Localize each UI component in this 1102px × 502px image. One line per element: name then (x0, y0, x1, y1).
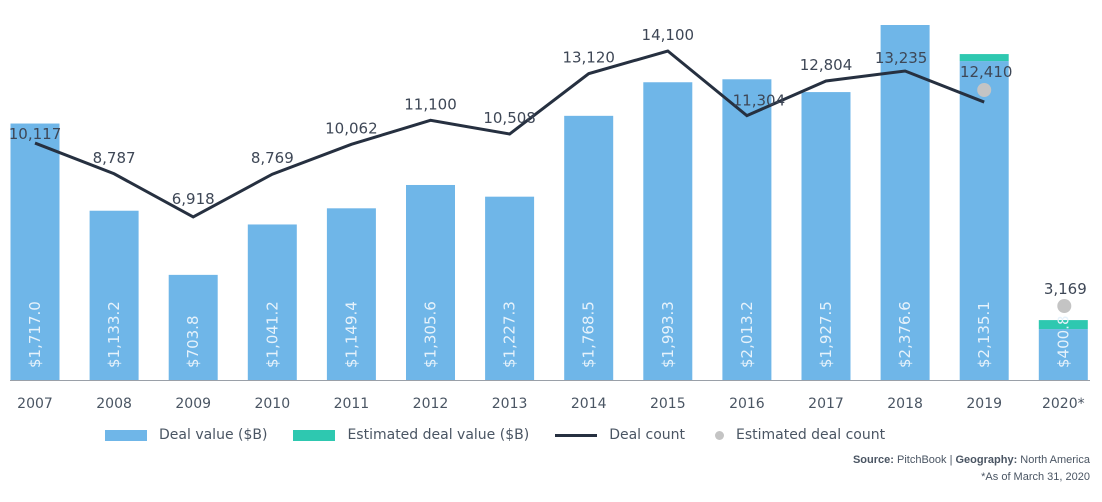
bar-estimated-value (1038, 320, 1088, 330)
estimated-count-label: 12,410 (960, 63, 1013, 81)
x-tick-label: 2020* (1042, 396, 1085, 412)
x-tick-label: 2015 (650, 396, 686, 412)
x-tick-label: 2019 (966, 396, 1002, 412)
deal-count-label: 8,787 (93, 149, 136, 167)
bar-value-label: $1,305.6 (422, 301, 440, 368)
bar-deal-value (485, 196, 535, 380)
bar-value-label: $2,135.1 (975, 301, 993, 368)
bar-value-label: $2,013.2 (738, 301, 756, 368)
bar-deal-value (643, 82, 693, 380)
x-tick-label: 2012 (413, 396, 449, 412)
bar-deal-value (247, 224, 297, 380)
chart: $1,717.0 2007 $1,133.2 2008 $703.8 2009 $1,041… (9, 25, 1090, 412)
bar-deal-value (880, 25, 930, 380)
x-tick-label: 2010 (254, 396, 290, 412)
bar-value-label: $1,993.3 (659, 301, 677, 368)
x-tick-label: 2014 (571, 396, 607, 412)
bar-deal-value (89, 210, 139, 380)
estimated-count-swatch (715, 430, 724, 440)
source-label: Source: (852, 454, 894, 466)
x-tick-label: 2008 (96, 396, 132, 412)
deal-count-label: 13,120 (562, 49, 615, 67)
legend-label: Deal count (609, 427, 685, 443)
legend-label: Estimated deal count (736, 427, 886, 443)
footnote: *As of March 31, 2020 (981, 471, 1090, 483)
deal-count-label: 10,062 (325, 119, 378, 137)
deal-count-label: 8,769 (251, 149, 294, 167)
deal-count-label: 10,117 (9, 125, 62, 143)
bar-deal-value (10, 123, 60, 381)
deal-count-line (34, 49, 985, 219)
deal-count-label: 11,304 (733, 92, 786, 110)
bar-estimated-value (959, 54, 1009, 62)
x-tick-label: 2017 (808, 396, 844, 412)
bar-deal-value (406, 184, 455, 380)
deal-count-label: 13,235 (875, 49, 928, 67)
deal-count-label: 10,508 (483, 109, 536, 127)
legend-item-deal-value: Deal value ($B) (105, 427, 267, 443)
x-tick-label: 2013 (492, 396, 528, 412)
estimated-count-label: 3,169 (1044, 280, 1087, 298)
bar-deal-value (1038, 329, 1088, 380)
geography-value: North America (1020, 454, 1090, 466)
x-tick-label: 2011 (334, 396, 370, 412)
geography-label: Geography: (955, 454, 1018, 466)
bar-value-label: $1,149.4 (342, 301, 360, 368)
source-note: Source: PitchBook | Geography: North Ame… (853, 452, 1090, 486)
bar-value-label: $1,768.5 (580, 301, 598, 368)
source-separator: | (949, 454, 953, 466)
legend-item-deal-count: Deal count (555, 427, 685, 443)
legend-label: Deal value ($B) (159, 427, 268, 443)
estimated-value-swatch (293, 429, 336, 441)
x-tick-label: 2009 (175, 396, 211, 412)
deal-count-label: 12,804 (800, 56, 853, 74)
bar-deal-value (564, 115, 614, 381)
legend-label: Estimated deal value ($B) (347, 427, 530, 443)
estimated-count-dot (1057, 299, 1072, 313)
legend-item-estimated-count: Estimated deal count (711, 427, 885, 443)
bar-value-label: $400.8 (1054, 316, 1072, 369)
deal-count-label: 14,100 (642, 26, 695, 44)
bar-value-label: $1,227.3 (501, 301, 519, 368)
legend-item-estimated-value: Estimated deal value ($B) (293, 427, 529, 443)
estimated-count-dot (977, 83, 992, 97)
bar-deal-value (959, 61, 1009, 380)
bar-value-label: $2,376.6 (896, 301, 914, 368)
bar-value-label: $703.8 (184, 316, 202, 369)
legend: Deal value ($B) Estimated deal value ($B… (105, 427, 911, 443)
bar-value-label: $1,927.5 (817, 301, 835, 368)
deal-count-label: 11,100 (404, 95, 457, 113)
deal-count-swatch (555, 433, 598, 437)
bar-value-label: $1,133.2 (105, 301, 123, 368)
bar-deal-value (326, 208, 376, 380)
source-value: PitchBook (896, 454, 947, 466)
bar-deal-value (722, 79, 772, 380)
bar-deal-value (168, 274, 218, 380)
bar-value-label: $1,717.0 (26, 301, 44, 368)
deal-count-label: 6,918 (172, 190, 215, 208)
x-tick-label: 2018 (887, 396, 923, 412)
deal-value-swatch (105, 429, 147, 441)
x-tick-label: 2007 (17, 396, 53, 412)
bar-deal-value (801, 92, 851, 380)
bar-value-label: $1,041.2 (263, 301, 281, 368)
x-tick-label: 2016 (729, 396, 765, 412)
